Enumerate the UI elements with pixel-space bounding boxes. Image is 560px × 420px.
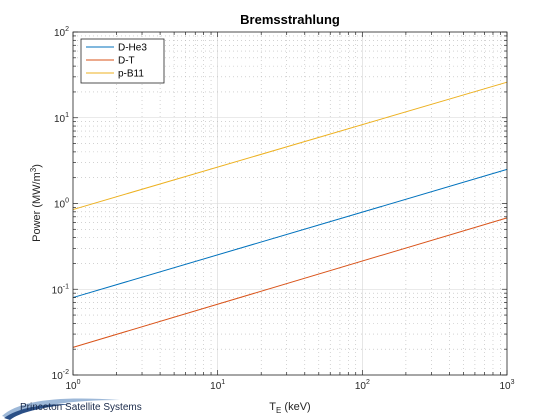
y-tick-label: 102 — [54, 26, 69, 39]
legend-label-d-he3: D-He3 — [118, 43, 147, 54]
legend-label-p-b11: p-B11 — [118, 69, 144, 80]
legend: D-He3 D-T p-B11 — [80, 38, 165, 84]
x-tick-label: 103 — [499, 379, 514, 392]
series-line-d-t — [72, 217, 508, 348]
x-tick-label: 102 — [355, 379, 370, 392]
y-tick-labels: 10-2 10-1 100 101 102 — [52, 26, 69, 382]
x-tick-label: 101 — [210, 379, 225, 392]
swoosh-logo-icon — [2, 398, 120, 420]
x-tick-label: 100 — [65, 379, 80, 392]
y-tick-label: 10-1 — [52, 283, 69, 296]
series-line-p-b11 — [72, 81, 508, 211]
y-axis-label: Power (MW/m3) — [29, 164, 43, 242]
y-tick-label: 100 — [54, 198, 69, 211]
y-tick-label: 101 — [54, 112, 69, 125]
x-tick-labels: 100 101 102 103 — [65, 379, 514, 392]
series-lines — [72, 81, 508, 348]
brand-text: Princeton Satellite Systems — [20, 402, 142, 413]
chart-title: Bremsstrahlung — [240, 12, 340, 27]
legend-label-d-t: D-T — [118, 56, 135, 67]
legend-entries: D-He3 D-T p-B11 — [86, 43, 147, 80]
tick-marks — [72, 31, 508, 376]
series-line-d-he3 — [72, 168, 508, 299]
y-tick-label: 10-2 — [52, 369, 69, 382]
legend-box — [80, 38, 165, 84]
x-axis-label: TE (keV) — [269, 401, 310, 415]
